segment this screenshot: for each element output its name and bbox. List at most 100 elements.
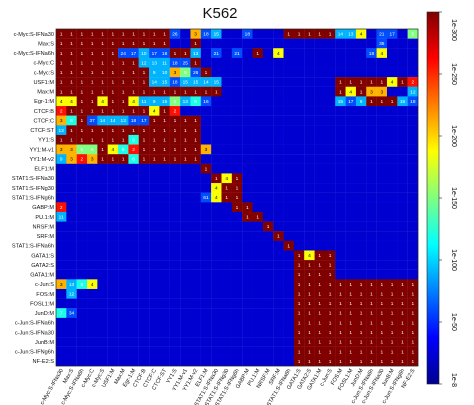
heatmap-cell [211,250,222,261]
heatmap-cell [87,77,98,87]
row-label: USF1:M [33,80,54,86]
heatmap-cell [366,231,377,241]
heatmap-cell [200,240,212,251]
cell-value-label: 1 [81,109,84,115]
heatmap-cell [149,308,160,319]
cell-value-label: 1 [298,32,301,38]
heatmap-cell [66,144,77,155]
heatmap-cell [366,337,377,347]
cell-value-label: 15 [214,32,220,38]
heatmap-cell [242,250,253,261]
heatmap-cell [107,211,119,222]
heatmap-cell [293,211,305,222]
cell-value-label: 1 [81,89,84,95]
heatmap-cell [76,298,88,309]
heatmap-cell [128,327,139,338]
heatmap-cell [355,202,367,213]
cell-value-label: 3 [70,147,73,153]
row-label: c-Jun:S-IFNa30 [15,330,54,336]
heatmap-cell [221,163,232,174]
cell-value-label: 18 [245,32,251,38]
heatmap-cell [314,183,326,193]
heatmap-cell [345,125,357,136]
heatmap-cell [138,192,150,203]
heatmap-cell [273,231,284,241]
heatmap-cell [252,211,263,222]
cell-value-label: 1 [380,349,383,355]
cell-value-label: 1 [225,186,228,192]
heatmap-cell [149,337,160,347]
cell-value-label: 1 [308,340,311,346]
heatmap-cell [335,279,346,290]
heatmap-cell [118,298,129,309]
cell-value-label: 1 [349,340,352,346]
heatmap-cell [128,134,139,145]
cell-value-label: 1 [318,301,321,307]
heatmap-cell [407,298,419,309]
heatmap-cell [200,192,212,203]
cell-value-label: 25 [183,60,189,66]
heatmap-cell [180,240,191,251]
heatmap-cell [221,67,232,78]
heatmap-cell [56,221,67,232]
cell-value-label: 1 [329,272,332,278]
row-label: GATA1:S [31,253,54,259]
heatmap-cell [180,211,191,222]
cell-value-label: 9 [153,99,156,105]
heatmap-cell [273,317,284,328]
colorbar-tick-label: 1e-8 [450,373,457,387]
heatmap-cell [221,134,232,145]
cell-value-label: 3 [205,147,208,153]
heatmap-cell [397,298,408,309]
heatmap-cell [293,29,305,39]
heatmap-cell [304,163,315,174]
heatmap-cell [386,337,398,347]
cell-value-label: 1 [380,340,383,346]
cell-value-label: 1 [70,51,73,57]
heatmap-cell [314,211,326,222]
heatmap-cell [169,308,181,319]
heatmap-cell [407,86,419,97]
heatmap-cell [87,96,98,107]
heatmap-cell [180,57,191,68]
heatmap-cell [169,154,181,164]
heatmap-cell [200,231,212,241]
cell-value-label: 37 [90,118,96,124]
heatmap-cell [159,48,170,59]
heatmap-cell [200,327,212,338]
cell-value-label: 3 [70,157,73,163]
heatmap-cell [242,192,253,203]
heatmap-cell [128,346,139,357]
heatmap-cell [118,288,129,299]
heatmap-cell [366,57,377,68]
cell-value-label: 1 [153,137,156,143]
cell-value-label: 1 [81,137,84,143]
heatmap-cell [242,48,253,59]
heatmap-cell [87,115,98,126]
heatmap-cell [180,144,191,155]
heatmap-cell [355,77,367,87]
heatmap-cell [262,163,274,174]
cell-value-label: 1 [370,311,373,317]
cell-value-label: 5 [81,147,84,153]
heatmap-cell [407,308,419,319]
cell-value-label: 34 [69,311,75,317]
heatmap-cell [376,250,388,261]
heatmap-cell [376,163,388,174]
heatmap-cell [200,134,212,145]
heatmap-cell [376,134,388,145]
heatmap-cell [211,298,222,309]
cell-value-label: 1 [215,89,218,95]
heatmap-cell [293,250,305,261]
heatmap-cell [118,211,129,222]
heatmap-cell [159,96,170,107]
cell-value-label: 2 [60,205,63,211]
heatmap-cell [293,298,305,309]
heatmap-cell [200,356,212,367]
heatmap-cell [66,308,77,319]
heatmap-cell [231,96,243,107]
cell-value-label: 1 [101,41,104,47]
cell-value-label: 1 [287,32,290,38]
heatmap-cell [324,96,336,107]
